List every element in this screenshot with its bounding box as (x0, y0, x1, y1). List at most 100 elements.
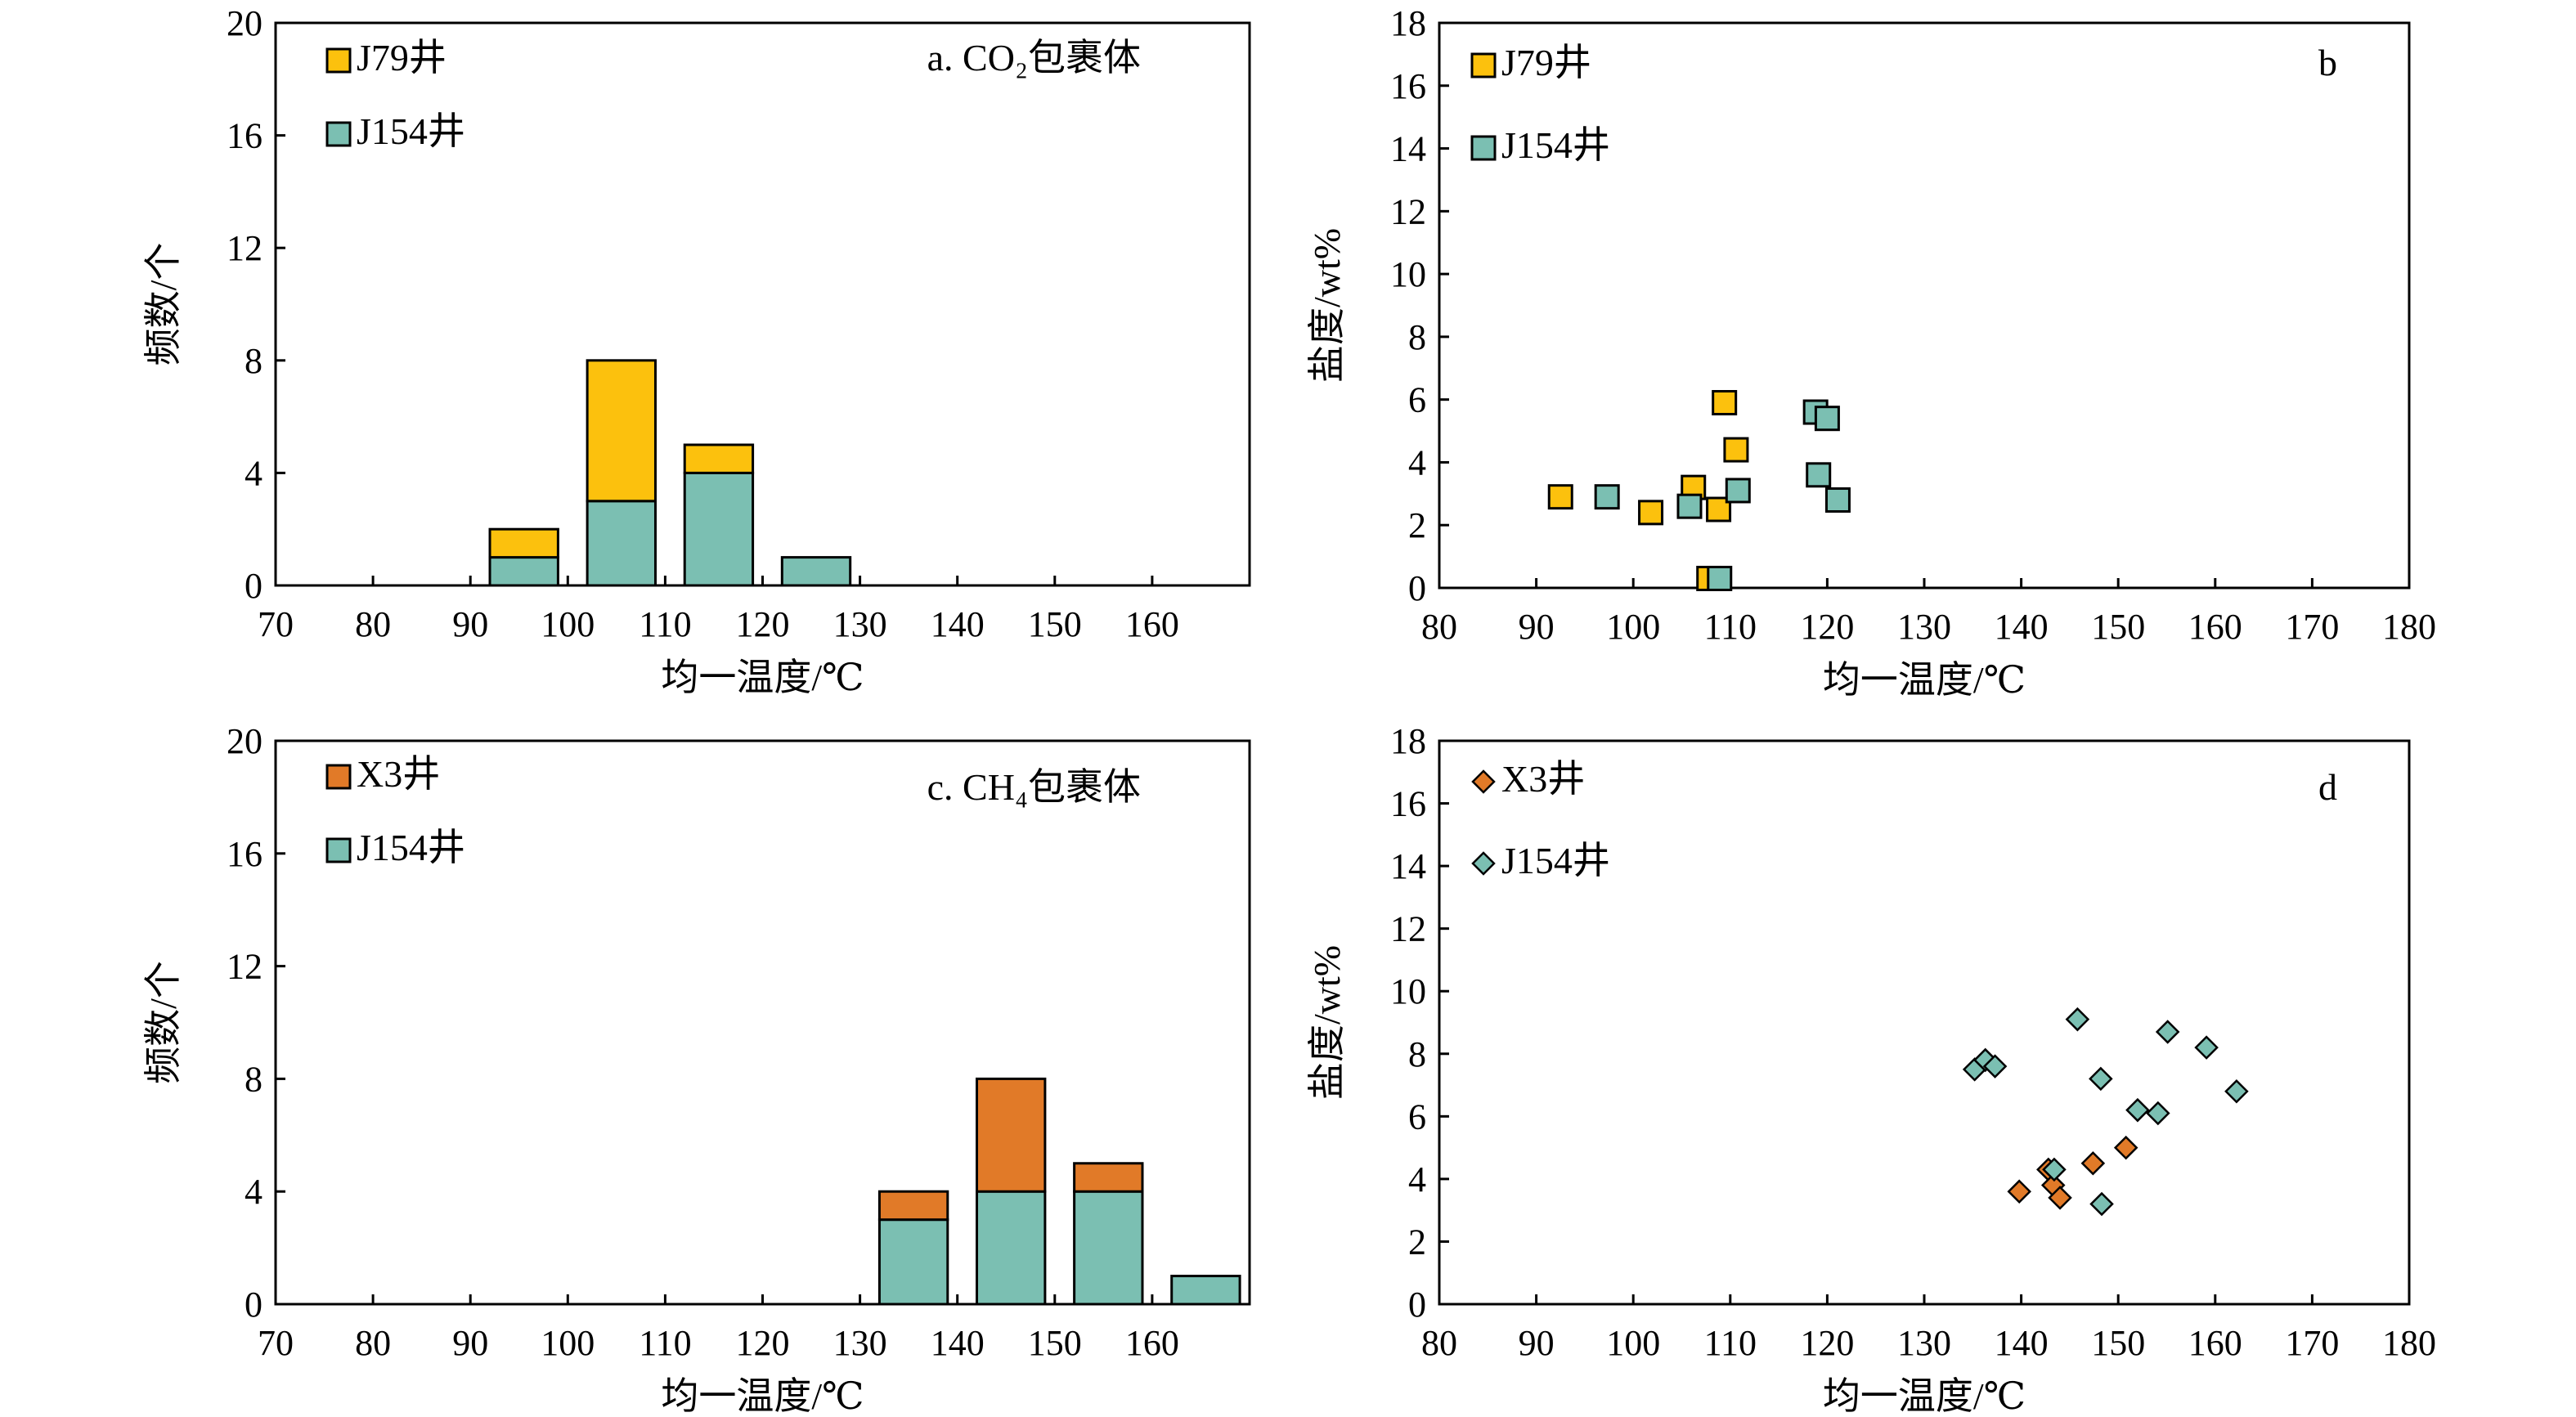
point-X3井 (2048, 1186, 2072, 1210)
x-tick-label: 110 (1704, 607, 1757, 647)
panel-label: d (2318, 766, 2337, 808)
legend-swatch (325, 837, 352, 863)
legend-label: J154井 (357, 827, 465, 868)
y-tick-label: 0 (245, 1285, 263, 1325)
y-tick-label: 4 (1408, 1159, 1426, 1200)
y-tick-label: 18 (1390, 721, 1426, 761)
point-J154井 (2155, 1020, 2180, 1044)
y-tick-label: 8 (245, 1059, 263, 1099)
y-tick-label: 16 (1390, 784, 1426, 824)
bar-J154井 (877, 1218, 949, 1306)
bar-J79井 (586, 359, 657, 503)
x-tick-label: 110 (1704, 1323, 1757, 1363)
x-tick-label: 150 (2091, 1323, 2145, 1363)
x-tick-label: 130 (1897, 1323, 1951, 1363)
legend-label: J79井 (357, 37, 447, 78)
bar-J154井 (488, 556, 559, 587)
x-tick-label: 80 (1421, 1323, 1457, 1363)
x-tick-label: 100 (541, 1323, 595, 1363)
legend-label: J154井 (1501, 840, 1610, 881)
panel-a: 0 4 8 12 16 20 70 80 90 100 110 120 130 140 150 160 均一温度… (142, 3, 1251, 698)
y-tick-label: 12 (1390, 909, 1426, 949)
x-tick-label: 70 (258, 1323, 294, 1363)
y-tick-label: 16 (227, 116, 263, 156)
bar-J154井 (586, 500, 657, 587)
y-axis-title: 频数/个 (142, 243, 184, 366)
legend-swatch (325, 47, 352, 74)
bar-X3井 (1073, 1162, 1144, 1193)
y-tick-label: 2 (1408, 505, 1426, 545)
point-J154井 (1676, 493, 1703, 519)
bar-J154井 (976, 1190, 1047, 1306)
y-tick-label: 0 (1408, 1285, 1426, 1325)
y-tick-label: 2 (1408, 1222, 1426, 1262)
point-J154井 (1725, 478, 1751, 504)
bar-J79井 (683, 443, 755, 474)
x-axis-title: 均一温度/℃ (1823, 659, 2026, 701)
y-tick-label: 10 (1390, 254, 1426, 294)
legend-marker (1471, 769, 1496, 794)
x-tick-label: 180 (2382, 1323, 2436, 1363)
legend-marker (1471, 851, 1496, 876)
x-tick-label: 80 (1421, 607, 1457, 647)
point-X3井 (2080, 1150, 2106, 1176)
y-tick-label: 8 (245, 341, 263, 381)
y-tick-label: 6 (1408, 380, 1426, 420)
y-axis-title: 盐度/wt% (1306, 945, 1348, 1100)
panel-label: c. CH₄包裹体 (927, 766, 1141, 808)
y-tick-label: 12 (227, 228, 263, 268)
x-tick-label: 110 (639, 604, 691, 644)
x-axis-title: 均一温度/℃ (661, 1375, 864, 1417)
panel-label: b (2318, 42, 2337, 83)
legend-label: J79井 (1501, 42, 1591, 83)
bar-J154井 (1073, 1190, 1144, 1306)
y-tick-label: 10 (1390, 971, 1426, 1011)
point-J79井 (1547, 484, 1573, 510)
point-J154井 (1824, 487, 1851, 513)
y-tick-label: 8 (1408, 317, 1426, 357)
x-tick-label: 170 (2285, 607, 2339, 647)
legend-label: J154井 (357, 110, 465, 152)
x-tick-label: 170 (2285, 1323, 2339, 1363)
panel-c: 0 4 8 12 16 20 70 80 90 100 110 120 130 140 150 160 均一温度… (142, 721, 1251, 1417)
x-tick-label: 140 (931, 604, 985, 644)
x-tick-label: 100 (1606, 607, 1660, 647)
x-tick-label: 120 (736, 604, 790, 644)
legend-label: X3井 (1501, 758, 1585, 800)
legend-marker (1470, 52, 1497, 78)
x-tick-label: 140 (1995, 1323, 2049, 1363)
plot-frame (1438, 739, 2411, 1306)
x-tick-label: 90 (452, 1323, 488, 1363)
x-tick-label: 110 (639, 1323, 691, 1363)
x-tick-label: 90 (1519, 607, 1555, 647)
x-tick-label: 160 (1125, 1323, 1179, 1363)
point-J154井 (2042, 1157, 2067, 1182)
point-J79井 (1712, 390, 1738, 416)
panel-label: a. CO₂包裹体 (927, 37, 1141, 78)
x-tick-label: 90 (452, 604, 488, 644)
x-tick-label: 150 (1028, 1323, 1082, 1363)
x-tick-label: 70 (258, 604, 294, 644)
bar-J79井 (488, 527, 559, 559)
x-tick-label: 140 (931, 1323, 985, 1363)
x-tick-label: 180 (2382, 607, 2436, 647)
y-tick-label: 18 (1390, 3, 1426, 43)
point-J154井 (1594, 484, 1620, 510)
x-tick-label: 80 (355, 604, 391, 644)
point-J154井 (2089, 1066, 2113, 1092)
x-tick-label: 150 (1028, 604, 1082, 644)
legend-swatch (325, 764, 352, 790)
bar-J154井 (683, 471, 755, 587)
bar-X3井 (877, 1190, 949, 1222)
point-J154井 (2146, 1101, 2170, 1126)
x-tick-label: 150 (2091, 607, 2145, 647)
x-tick-label: 160 (2188, 1323, 2242, 1363)
y-tick-label: 12 (1390, 191, 1426, 231)
y-tick-label: 4 (1408, 442, 1426, 482)
x-axis-title: 均一温度/℃ (1823, 1375, 2026, 1417)
point-J154井 (1814, 406, 1840, 432)
point-J154井 (1982, 1054, 2008, 1078)
x-tick-label: 160 (1125, 604, 1179, 644)
panel-d: 0 2 4 6 8 10 12 14 16 18 80 90 100 110 120 130 140 150 160… (1306, 721, 2436, 1417)
